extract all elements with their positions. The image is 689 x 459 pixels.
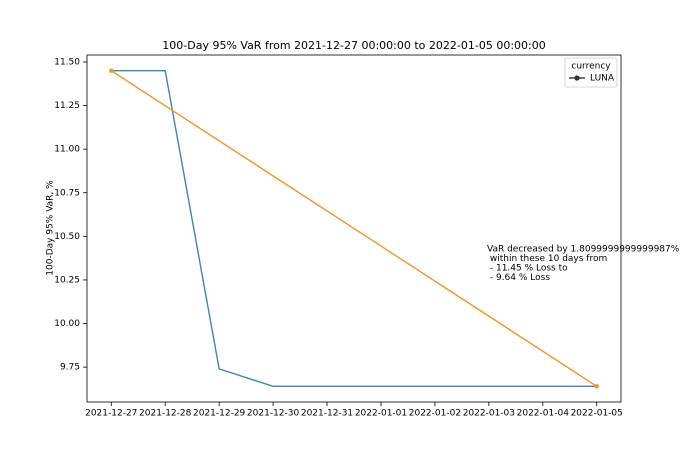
y-tick-label: 11.00 — [54, 145, 80, 155]
series-marker — [109, 68, 114, 73]
y-tick-label: 11.25 — [54, 101, 80, 111]
x-tick-label: 2021-12-29 — [193, 409, 246, 419]
x-tick-label: 2022-01-05 — [571, 409, 623, 419]
series-line — [111, 69, 597, 388]
x-tick-label: 2022-01-04 — [517, 409, 570, 419]
y-tick-label: 11.50 — [54, 57, 80, 67]
plot-frame — [86, 54, 622, 403]
x-tick-label: 2021-12-30 — [247, 409, 300, 419]
y-tick-label: 10.00 — [54, 319, 80, 329]
annotation: within these 10 days from — [487, 254, 607, 264]
y-tick-label: 10.75 — [54, 188, 80, 198]
annotation: - 9.64 % Loss — [487, 273, 550, 283]
y-tick-label: 10.25 — [54, 275, 80, 285]
x-tick-label: 2022-01-02 — [409, 409, 461, 419]
annotation: - 11.45 % Loss to — [487, 264, 568, 274]
series-marker — [594, 384, 599, 389]
chart-title: 100-Day 95% VaR from 2021-12-27 00:00:00… — [162, 39, 545, 52]
x-tick-label: 2021-12-28 — [139, 409, 192, 419]
legend-swatch-marker — [574, 75, 580, 81]
x-tick-label: 2021-12-31 — [301, 409, 353, 419]
x-tick-label: 2021-12-27 — [85, 409, 137, 419]
annotation: VaR decreased by 1.8099999999999987% — [487, 245, 680, 255]
legend-title: currency — [571, 62, 611, 72]
legend-label: LUNA — [590, 74, 615, 84]
x-tick-label: 2022-01-03 — [463, 409, 515, 419]
y-tick-label: 9.75 — [60, 363, 80, 373]
x-tick-label: 2022-01-01 — [355, 409, 407, 419]
y-tick-label: 10.50 — [54, 232, 80, 242]
y-axis-label: 100-Day 95% VaR, % — [46, 180, 56, 276]
series-line — [110, 70, 598, 387]
